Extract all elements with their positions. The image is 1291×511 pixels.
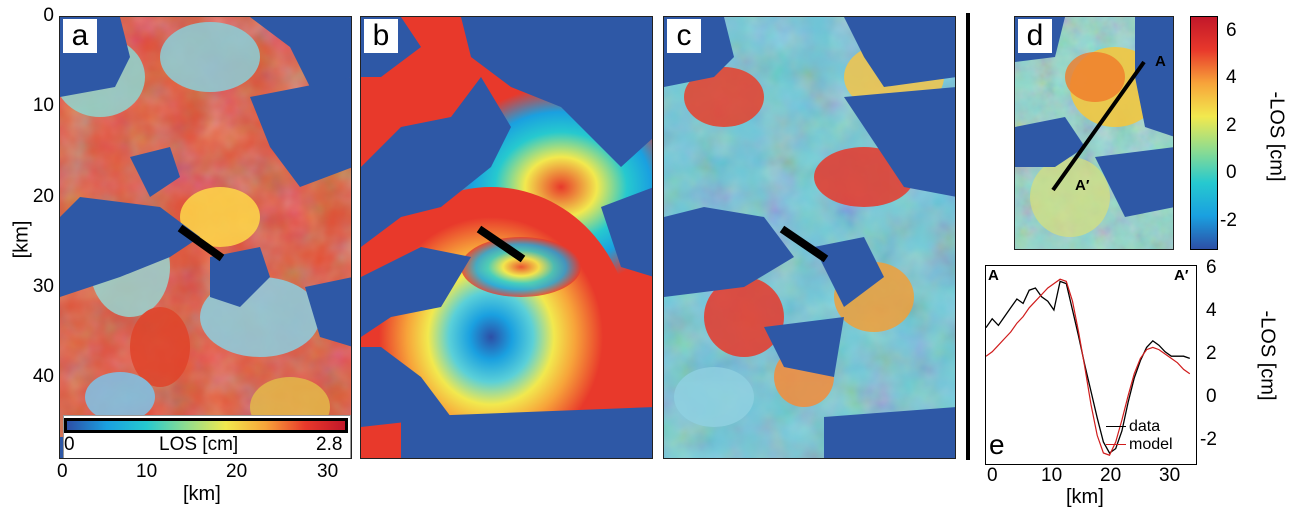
legend: data model (1106, 418, 1173, 454)
colorbar-tick-6: 6 (1226, 20, 1237, 41)
wrapped-colorbar-max: 2.8 (316, 434, 343, 455)
panel-b-label: b (364, 19, 398, 53)
y-tick-30: 30 (32, 276, 54, 297)
profile-y-tick-0: 0 (1206, 386, 1217, 407)
x-tick-20: 20 (226, 461, 248, 482)
panel-e-label: e (989, 429, 1005, 460)
interferogram-c-image (664, 17, 955, 458)
panel-a-label: a (63, 19, 97, 53)
colorbar-tick-0: 0 (1226, 162, 1237, 183)
y-tick-0: 0 (43, 5, 54, 26)
interferogram-d-image (1015, 17, 1173, 249)
profile-y-tick-2: 2 (1206, 343, 1217, 364)
colorbar-tick-4: 4 (1226, 67, 1237, 88)
map-x-axis-label: [km] (183, 483, 221, 505)
panel-c-label: c (667, 19, 701, 53)
panel-b-model-map: b (360, 16, 653, 459)
profile-x-tick-20: 20 (1100, 465, 1122, 486)
profile-y-tick-4: 4 (1206, 300, 1217, 321)
profile-label-end: A′ (1075, 177, 1090, 194)
interferogram-a-image (60, 17, 351, 458)
panel-a-wrapped-los-map: a 0 LOS [cm] 2.8 (59, 16, 352, 459)
map-y-axis-label: [km] (10, 220, 33, 259)
panel-d-map-with-profile: d A A′ (1014, 16, 1174, 250)
legend-item-data: data (1106, 418, 1173, 436)
wrapped-colorbar-label: LOS [cm] (159, 434, 239, 455)
legend-model-swatch (1106, 444, 1126, 446)
wrapped-colorbar-gradient (64, 418, 348, 433)
legend-model-label: model (1129, 436, 1173, 453)
profile-y-tick-neg2: -2 (1200, 429, 1217, 450)
profile-label-start: A (1155, 53, 1166, 70)
legend-data-swatch (1106, 426, 1126, 428)
wrapped-colorbar-min: 0 (64, 434, 75, 455)
panel-e-end-label: A′ (1174, 267, 1189, 284)
series-line-data (986, 280, 1191, 454)
legend-item-model: model (1106, 436, 1173, 454)
profile-plot (986, 278, 1191, 456)
x-tick-10: 10 (136, 461, 158, 482)
colorbar-tick-neg2: -2 (1220, 210, 1237, 231)
profile-y-tick-6: 6 (1206, 257, 1217, 278)
legend-data-label: data (1129, 418, 1161, 435)
panel-e-profile-chart: A A′ e data model (985, 265, 1197, 465)
profile-x-tick-0: 0 (987, 465, 998, 486)
profile-y-axis-label: -LOS [cm] (1256, 310, 1279, 401)
los-colorbar (1190, 16, 1218, 250)
series-line-model (986, 278, 1191, 456)
wrapped-colorbar: 0 LOS [cm] 2.8 (63, 415, 351, 458)
panel-d-label: d (1018, 19, 1052, 53)
colorbar-tick-2: 2 (1226, 115, 1237, 136)
y-tick-20: 20 (32, 186, 54, 207)
x-tick-30: 30 (317, 461, 339, 482)
colorbar-label: -LOS [cm] (1265, 91, 1288, 182)
y-tick-40: 40 (32, 366, 54, 387)
panel-separator (966, 13, 970, 460)
profile-x-tick-30: 30 (1159, 465, 1181, 486)
profile-x-tick-10: 10 (1041, 465, 1063, 486)
y-tick-10: 10 (32, 95, 54, 116)
panel-c-residual-map: c (663, 16, 956, 459)
x-tick-0: 0 (57, 461, 68, 482)
profile-x-axis-label: [km] (1066, 486, 1104, 508)
interferogram-b-image (361, 17, 652, 458)
panel-e-start-label: A (988, 267, 999, 284)
